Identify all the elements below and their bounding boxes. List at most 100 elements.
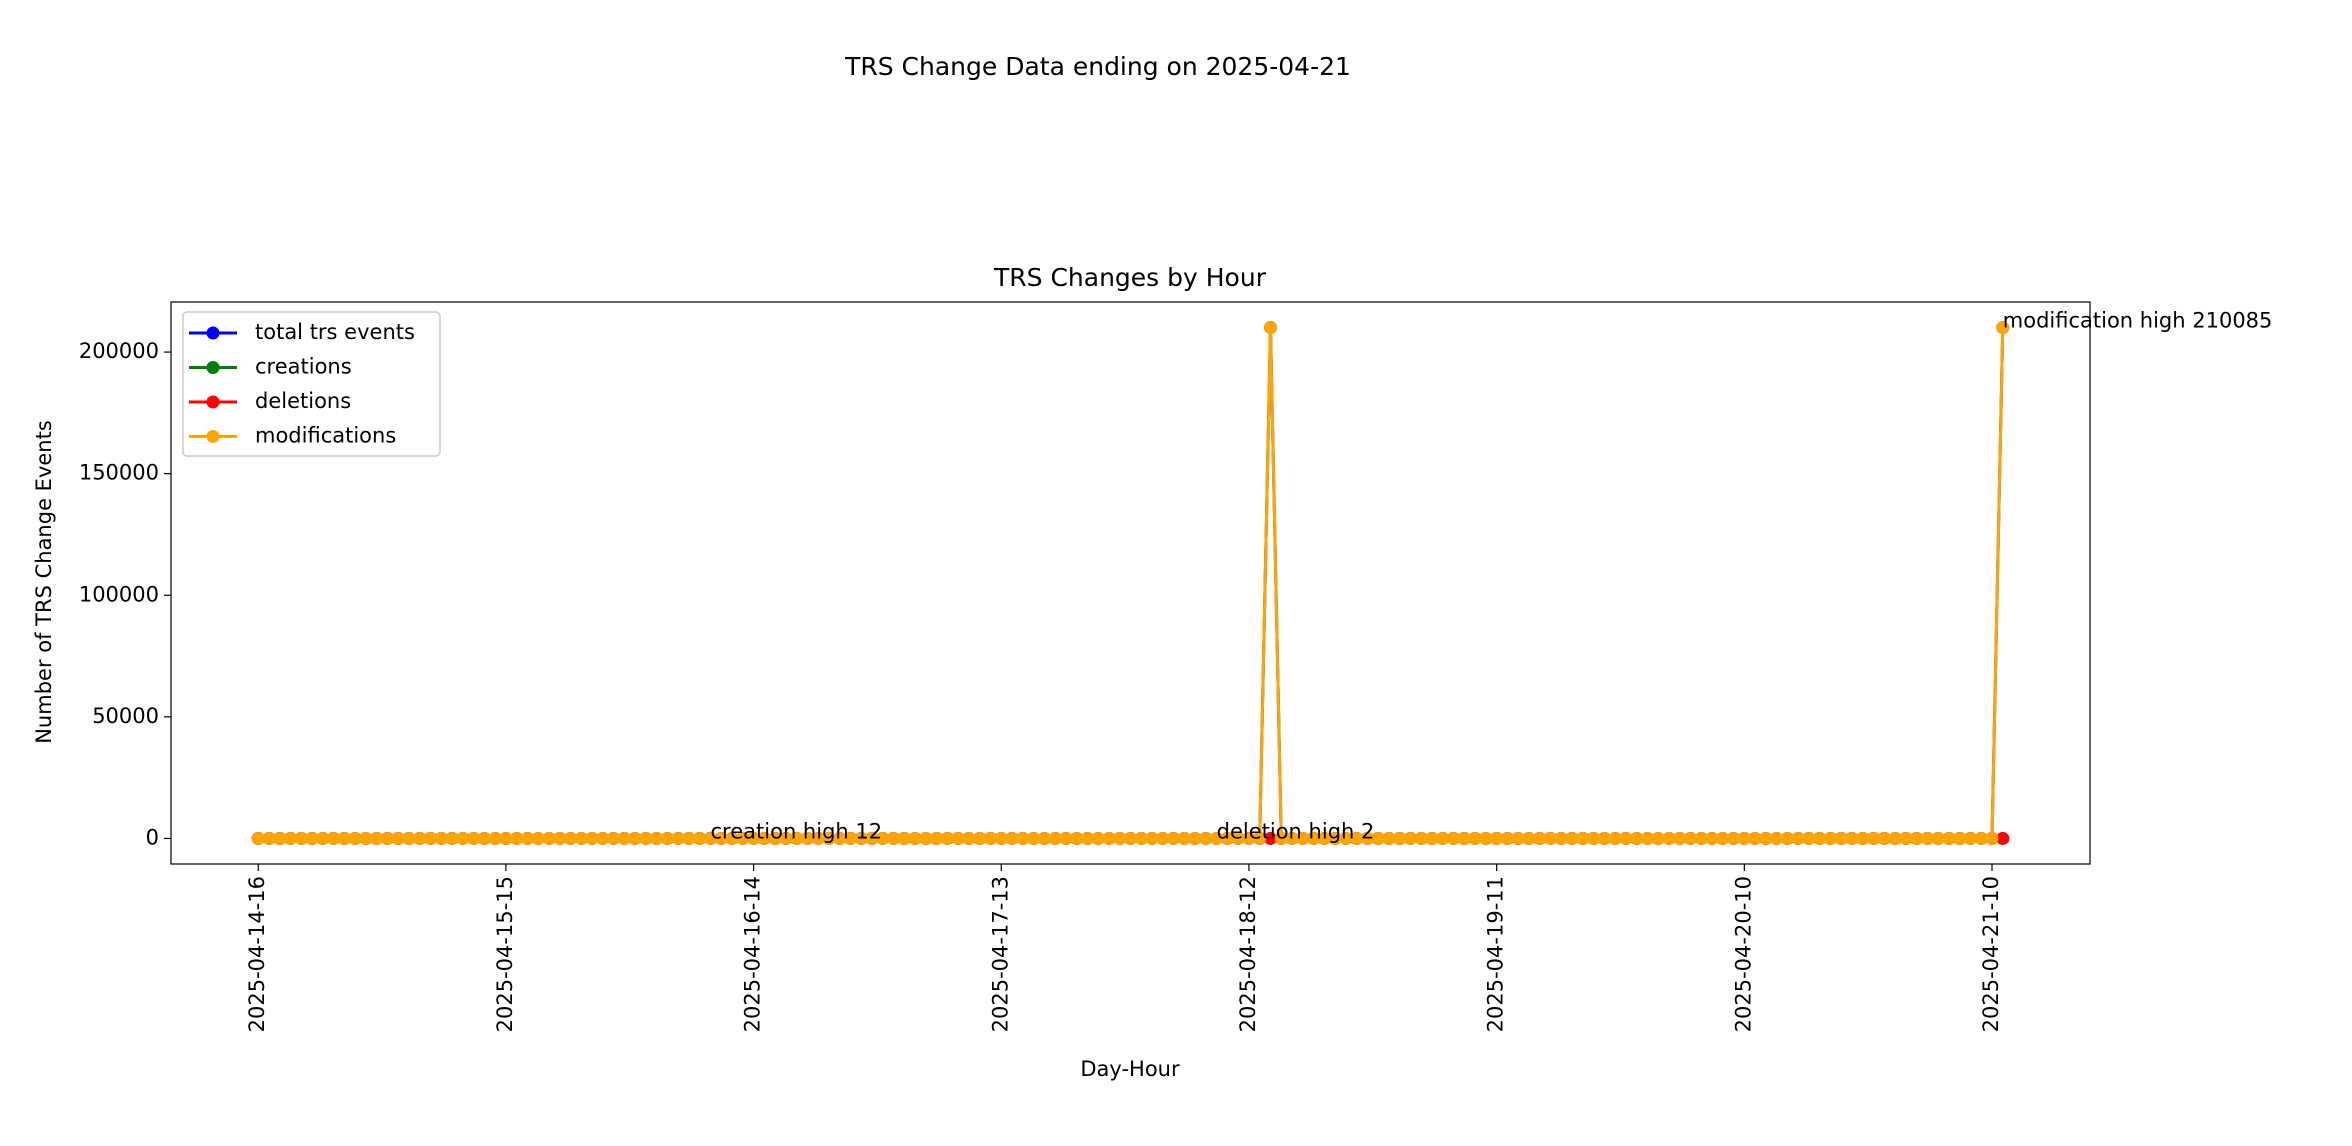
point — [693, 831, 707, 845]
point — [1780, 831, 1794, 845]
point — [1834, 831, 1848, 845]
x-tick-label: 2025-04-20-10 — [1731, 876, 1755, 1032]
point — [1996, 321, 2010, 335]
legend-marker — [206, 361, 220, 374]
point — [1931, 831, 1945, 845]
point — [865, 831, 879, 845]
point — [1500, 831, 1514, 845]
point — [1080, 831, 1094, 845]
point — [1490, 831, 1504, 845]
point — [520, 831, 534, 845]
point — [1974, 831, 1988, 845]
point — [1296, 831, 1310, 845]
point — [639, 831, 653, 845]
point — [574, 831, 588, 845]
point — [251, 831, 265, 845]
point — [273, 831, 287, 845]
point — [1619, 831, 1633, 845]
point — [1447, 831, 1461, 845]
x-tick-label: 2025-04-15-15 — [493, 876, 517, 1032]
legend-label: total trs events — [255, 320, 415, 344]
point — [1134, 831, 1148, 845]
y-tick-label: 200000 — [79, 339, 159, 363]
point — [1285, 831, 1299, 845]
point — [994, 831, 1008, 845]
point — [1802, 831, 1816, 845]
point — [456, 831, 470, 845]
point — [1371, 831, 1385, 845]
series-line — [258, 326, 2005, 840]
point — [1996, 831, 2010, 845]
point — [790, 831, 804, 845]
point — [1554, 831, 1568, 845]
point — [1220, 831, 1234, 845]
point — [1727, 831, 1741, 845]
legend-label: modifications — [255, 424, 396, 448]
point — [650, 831, 664, 845]
x-tick-label: 2025-04-21-10 — [1979, 876, 2003, 1032]
point — [1048, 831, 1062, 845]
point — [1436, 831, 1450, 845]
point — [1393, 831, 1407, 845]
point — [1113, 831, 1127, 845]
point — [1511, 831, 1525, 845]
point — [1479, 831, 1493, 845]
point — [1608, 831, 1622, 845]
x-axis-label: Day-Hour — [1080, 1057, 1180, 1081]
point — [1587, 831, 1601, 845]
point — [1274, 831, 1288, 845]
point — [327, 831, 341, 845]
point — [844, 831, 858, 845]
point — [1328, 831, 1342, 845]
point — [1199, 831, 1213, 845]
legend-marker — [206, 395, 220, 409]
point — [736, 831, 750, 845]
point — [1673, 831, 1687, 845]
y-tick-label: 100000 — [79, 582, 159, 606]
point — [499, 831, 513, 845]
point — [1543, 831, 1557, 845]
point — [1253, 831, 1267, 845]
point — [768, 831, 782, 845]
point — [1877, 831, 1891, 845]
point — [1522, 831, 1536, 845]
point — [811, 831, 825, 845]
point — [1263, 321, 1277, 335]
point — [854, 831, 868, 845]
y-tick-label: 150000 — [79, 461, 159, 485]
point — [413, 831, 427, 845]
point — [1565, 831, 1579, 845]
point — [262, 831, 276, 845]
suptitle: TRS Change Data ending on 2025-04-21 — [844, 52, 1351, 81]
point — [1263, 831, 1277, 845]
y-tick-label: 50000 — [92, 704, 159, 728]
point — [348, 831, 362, 845]
point — [531, 831, 545, 845]
point — [1027, 831, 1041, 845]
point — [477, 831, 491, 845]
point — [1016, 831, 1030, 845]
point — [1091, 831, 1105, 845]
point — [1716, 831, 1730, 845]
axes-frame — [170, 301, 2091, 865]
point — [1533, 831, 1547, 845]
point — [714, 831, 728, 845]
point — [1339, 831, 1353, 845]
point — [284, 831, 298, 845]
point — [316, 831, 330, 845]
point — [564, 831, 578, 845]
point — [779, 831, 793, 845]
point — [1823, 831, 1837, 845]
point — [1005, 831, 1019, 845]
point — [380, 831, 394, 845]
point — [305, 831, 319, 845]
point — [1985, 831, 1999, 845]
point — [1705, 831, 1719, 845]
point — [510, 831, 524, 845]
legend-box — [182, 311, 441, 457]
point — [1953, 831, 1967, 845]
point — [757, 831, 771, 845]
point — [488, 831, 502, 845]
point — [1317, 831, 1331, 845]
